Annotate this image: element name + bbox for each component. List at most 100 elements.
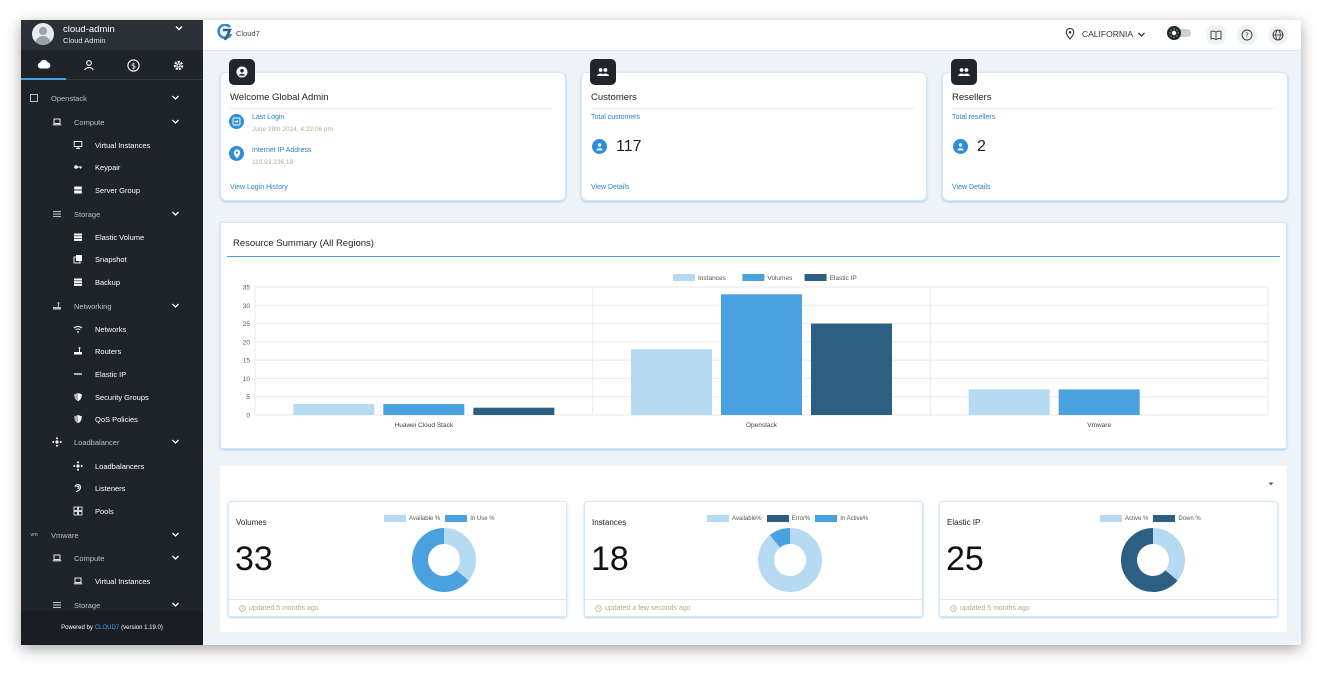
docs-button[interactable] [1206, 25, 1226, 45]
ear-icon [73, 483, 83, 493]
sidebar-item-listeners[interactable]: Listeners [21, 479, 203, 497]
sidebar-item-keypair[interactable]: Keypair [21, 158, 203, 176]
elastic-ip-legend: Active % Down % [1095, 515, 1201, 522]
legend-swatch [1153, 515, 1176, 522]
sidebar-item-networks[interactable]: Networks [21, 320, 203, 338]
resource-summary-title: Resource Summary (All Regions) [233, 238, 374, 249]
cloud-icon [37, 59, 50, 69]
sidebar-item-loadbalancers[interactable]: Loadbalancers [21, 457, 203, 475]
y-tick-label: 20 [243, 339, 251, 346]
sidebar-item-storage[interactable]: Storage [21, 205, 203, 223]
server-icon [73, 185, 83, 195]
elastic-ip-title: Elastic IP [947, 518, 981, 527]
logo-text: Cloud7 [236, 28, 260, 38]
instances-title: Instances [592, 518, 627, 527]
sidebar-item-label: Storage [74, 209, 101, 219]
welcome-title: Welcome Global Admin [230, 92, 329, 103]
user-circle-icon [236, 66, 248, 78]
monitor-icon [73, 140, 83, 150]
card-separator [230, 108, 553, 109]
clock-icon [239, 604, 246, 612]
bar [293, 404, 375, 415]
user-icon [592, 139, 607, 154]
volumes-value: 33 [235, 540, 273, 578]
resellers-card: Resellers Total resellers 2 View Details [942, 59, 1288, 201]
customers-count: 117 [616, 138, 642, 155]
resellers-view-details-link[interactable]: View Details [952, 184, 991, 191]
language-button[interactable] [1268, 25, 1288, 45]
region-selector[interactable]: CALIFORNIA [1065, 28, 1146, 40]
volumes-updated: updated 5 months ago [249, 604, 319, 612]
chevron-down-icon [1138, 32, 1145, 37]
theme-toggle[interactable] [1166, 25, 1192, 41]
cloud7-logo-icon [217, 24, 233, 41]
sidebar-item-networking[interactable]: Networking [21, 297, 203, 315]
chevron-down-icon[interactable] [171, 530, 180, 541]
caret-down-icon[interactable] [1267, 481, 1275, 487]
help-button[interactable]: ? [1237, 25, 1257, 45]
tab-users[interactable] [66, 50, 111, 80]
footer-brand-link[interactable]: CLOUD7 [94, 625, 120, 631]
wifi-icon [73, 324, 83, 334]
help-icon: ? [1241, 29, 1253, 41]
chevron-down-icon[interactable] [171, 600, 180, 611]
backup-icon [73, 277, 83, 287]
sidebar-item-pools[interactable]: Pools [21, 502, 203, 520]
card-separator [591, 108, 914, 109]
volumes-title: Volumes [236, 518, 267, 527]
legend-label: Available % [409, 515, 441, 522]
sidebar-item-server-group[interactable]: Server Group [21, 181, 203, 199]
sidebar-item-routers[interactable]: Routers [21, 342, 203, 360]
elastic-ip-footer: updated 5 months ago [940, 599, 1277, 616]
laptop-icon [73, 576, 83, 586]
sidebar-item-snapshot[interactable]: Snapshot [21, 250, 203, 268]
bar [473, 407, 555, 415]
tab-billing[interactable]: $ [111, 50, 156, 80]
y-tick-label: 25 [243, 321, 251, 328]
loadbalancer-icon [52, 437, 62, 447]
elastic-ip-value: 25 [946, 540, 984, 578]
sidebar-item-label: Snapshot [95, 254, 127, 264]
sidebar-item-vmware[interactable]: vm Vmware [21, 526, 203, 544]
chevron-down-icon[interactable] [171, 437, 180, 448]
sidebar-item-backup[interactable]: Backup [21, 273, 203, 291]
y-tick-label: 30 [243, 303, 251, 310]
sidebar-item-virtual-instances[interactable]: Virtual Instances [21, 136, 203, 154]
customers-view-details-link[interactable]: View Details [591, 184, 630, 191]
footer-prefix: Powered by [61, 625, 93, 631]
sidebar-item-compute[interactable]: Compute [21, 113, 203, 131]
sidebar-item-virtual-instances[interactable]: Virtual Instances [21, 572, 203, 590]
chevron-down-icon[interactable] [171, 553, 180, 564]
sidebar-item-elastic-volume[interactable]: Elastic Volume [21, 228, 203, 246]
chevron-down-icon[interactable] [174, 23, 184, 36]
bar [721, 294, 802, 415]
chevron-down-icon[interactable] [171, 301, 180, 312]
sidebar-item-elastic-ip[interactable]: Elastic IP [21, 365, 203, 383]
tab-cloud[interactable] [21, 50, 66, 80]
sidebar-item-label: Compute [74, 553, 105, 563]
sidebar-item-storage[interactable]: Storage [21, 596, 203, 614]
clock-icon [950, 604, 957, 612]
tab-settings[interactable] [156, 50, 201, 80]
y-tick-label: 10 [243, 376, 251, 383]
sidebar-item-loadbalancer[interactable]: Loadbalancer [21, 433, 203, 451]
chevron-down-icon[interactable] [171, 209, 180, 220]
sidebar-item-qos-policies[interactable]: QoS Policies [21, 410, 203, 428]
sidebar-item-openstack[interactable]: Openstack [21, 89, 203, 107]
sidebar-item-security-groups[interactable]: Security Groups [21, 388, 203, 406]
resellers-badge [951, 59, 977, 85]
sidebar-item-label: Compute [74, 117, 105, 127]
volumes-stat-card: Volumes 33 Available % In Use % updated 5… [228, 501, 567, 617]
globe-icon [1272, 29, 1284, 41]
sidebar-item-compute[interactable]: Compute [21, 549, 203, 567]
logo[interactable]: Cloud7 [217, 24, 260, 42]
view-login-history-link[interactable]: View Login History [230, 184, 288, 191]
chevron-down-icon[interactable] [171, 117, 180, 128]
user-menu[interactable]: cloud-admin Cloud Admin [21, 20, 203, 50]
sidebar-item-label: Routers [95, 346, 122, 356]
instances-donut-chart [758, 528, 822, 592]
donut-slice [412, 528, 476, 592]
chevron-down-icon[interactable] [171, 93, 180, 104]
topbar: Cloud7 CALIFORNIA [203, 20, 1301, 51]
main-content: Cloud7 CALIFORNIA [203, 20, 1301, 645]
